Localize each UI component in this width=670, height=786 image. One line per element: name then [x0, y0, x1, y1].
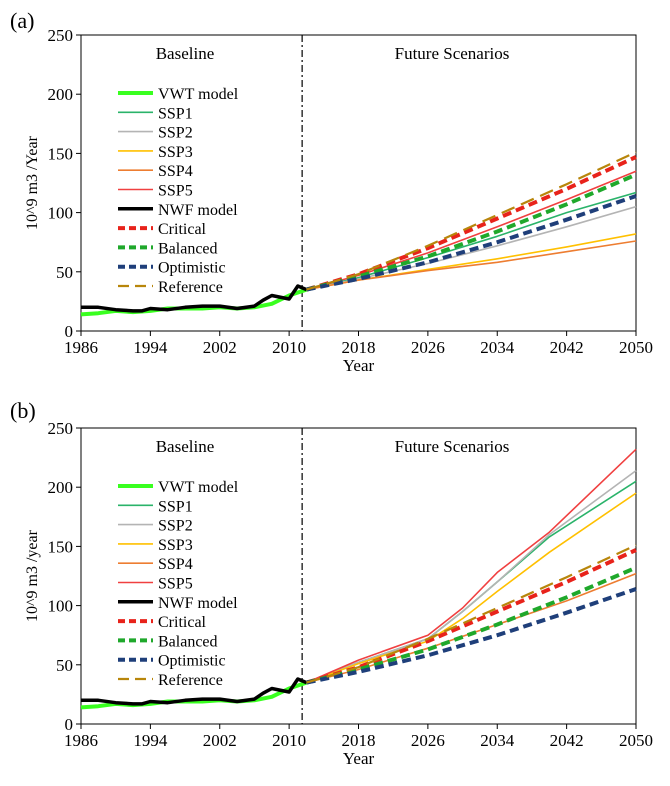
y-axis-title: 10^9 m3 /Year [24, 135, 41, 230]
x-tick-label: 2002 [203, 338, 237, 357]
x-tick-label: 2002 [203, 731, 237, 750]
x-axis-title: Year [343, 356, 375, 375]
chart-a-svg: 0 50 100 150 200 250 1986 1994 2002 2010 2018 2026 2… [24, 26, 653, 375]
legend-label: Reference [158, 279, 223, 296]
series-line-critical [305, 155, 637, 292]
legend-label: SSP2 [158, 518, 193, 535]
legend-label: VWT model [158, 479, 239, 496]
y-tick-label: 0 [65, 322, 74, 341]
x-tick-label: 1994 [133, 731, 168, 750]
region-label-future: Future Scenarios [395, 437, 510, 456]
legend: VWT model SSP1 SSP2 SSP3 SSP4 SSP5 NWF model Cr… [118, 86, 239, 296]
panel-label: (a) [10, 8, 35, 33]
y-tick-label: 150 [48, 537, 74, 556]
legend-label: VWT model [158, 86, 239, 103]
y-tick-label: 250 [48, 419, 74, 438]
x-tick-label: 2050 [619, 731, 653, 750]
y-axis-title: 10^9 m3 /year [24, 529, 41, 622]
series-line-nwf-model [81, 677, 308, 706]
x-tick-label: 2010 [272, 731, 306, 750]
chart-panel-b: (b) 0 50 100 150 200 250 1986 1994 2002 2010 2018 2… [0, 393, 670, 786]
x-tick-label: 2010 [272, 338, 306, 357]
legend-label: Critical [158, 614, 207, 631]
chart-panel-a: (a) 0 50 100 150 200 250 1986 1994 2002 2010 2018 2… [10, 8, 653, 375]
legend-label: SSP2 [158, 125, 193, 142]
series-line-ssp1 [306, 480, 637, 684]
x-axis-title: Year [343, 749, 375, 768]
legend-label: Optimistic [158, 653, 226, 670]
y-tick-label: 50 [56, 263, 73, 282]
series-line-nwf-model [81, 284, 308, 313]
series-line-ssp3 [306, 492, 637, 684]
legend-label: SSP1 [158, 105, 193, 122]
legend-label: NWF model [158, 202, 238, 219]
legend-label: SSP5 [158, 183, 193, 200]
series-line-reference [306, 151, 637, 291]
legend-label: Critical [158, 221, 207, 238]
x-tick-label: 2018 [342, 338, 376, 357]
legend-label: SSP4 [158, 163, 193, 180]
x-tick-label: 1986 [64, 731, 98, 750]
y-tick-label: 100 [48, 597, 74, 616]
x-tick-label: 2050 [619, 338, 653, 357]
series-line-ssp5 [306, 448, 637, 684]
legend-label: NWF model [158, 595, 238, 612]
legend-label: SSP1 [158, 498, 193, 515]
panel-label: (b) [10, 398, 36, 423]
series-line-optimistic [306, 587, 637, 685]
y-tick-label: 50 [56, 656, 73, 675]
x-tick-label: 2042 [550, 731, 584, 750]
y-tick-label: 250 [48, 26, 74, 45]
series-line-ssp2 [306, 469, 637, 684]
legend-label: Balanced [158, 633, 218, 650]
legend-label: Optimistic [158, 260, 226, 277]
legend-label: SSP3 [158, 537, 193, 554]
region-label-baseline: Baseline [156, 44, 215, 63]
legend-label: SSP5 [158, 576, 193, 593]
legend-label: SSP4 [158, 556, 193, 573]
x-tick-label: 2018 [342, 731, 376, 750]
x-tick-label: 2034 [480, 338, 515, 357]
legend: VWT model SSP1 SSP2 SSP3 SSP4 SSP5 NWF model Cr… [118, 479, 239, 689]
y-tick-label: 150 [48, 144, 74, 163]
x-tick-label: 2042 [550, 338, 584, 357]
x-tick-label: 2026 [411, 338, 445, 357]
x-tick-label: 1986 [64, 338, 98, 357]
y-tick-label: 0 [65, 715, 74, 734]
region-label-baseline: Baseline [156, 437, 215, 456]
series-line-reference [306, 544, 637, 684]
chart-b-svg: 0 50 100 150 200 250 1986 1994 2002 2010 2018 2026 2… [24, 419, 653, 768]
region-label-future: Future Scenarios [395, 44, 510, 63]
x-tick-label: 1994 [133, 338, 168, 357]
legend-label: Balanced [158, 240, 218, 257]
y-tick-label: 200 [48, 478, 74, 497]
series-line-optimistic [306, 194, 637, 292]
legend-label: SSP3 [158, 144, 193, 161]
y-tick-label: 100 [48, 204, 74, 223]
legend-label: Reference [158, 672, 223, 689]
x-tick-label: 2034 [480, 731, 515, 750]
x-tick-label: 2026 [411, 731, 445, 750]
y-tick-label: 200 [48, 85, 74, 104]
